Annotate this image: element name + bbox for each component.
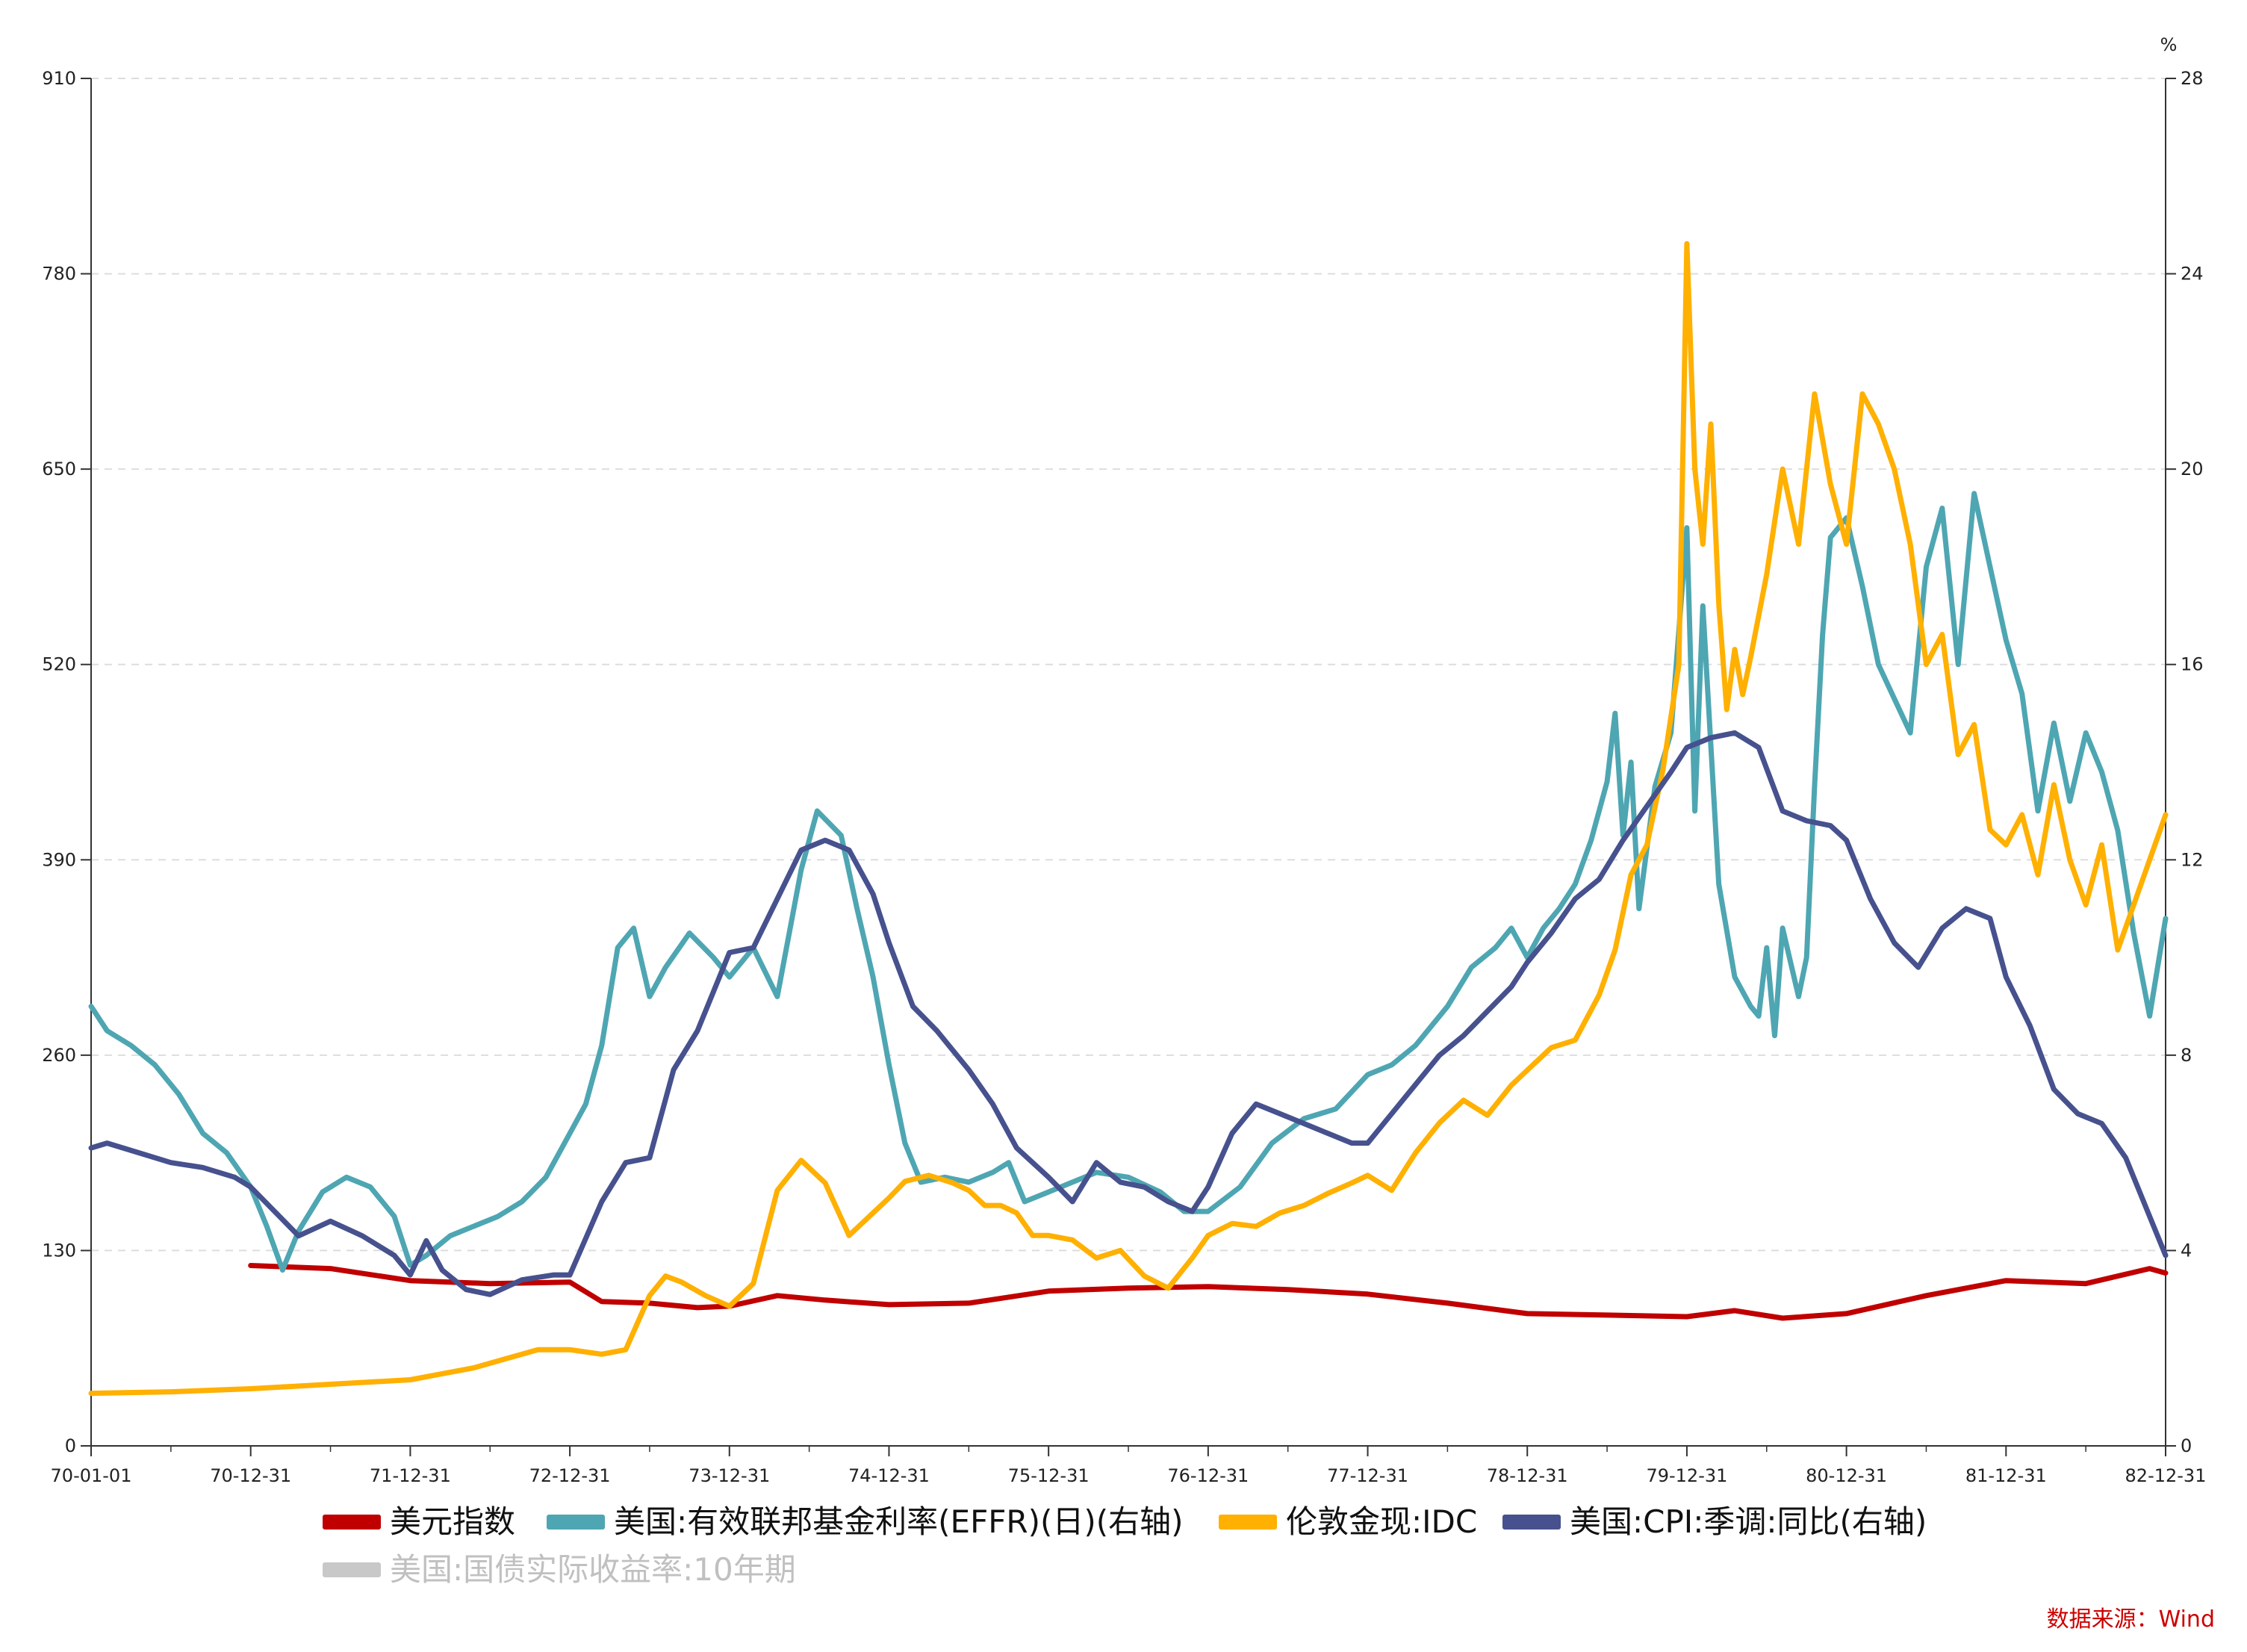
x-axis-tick-label: 78-12-31 [1487, 1465, 1568, 1486]
series-line-1 [88, 491, 2169, 1273]
legend-swatch [1219, 1515, 1277, 1530]
x-axis-tick-label: 73-12-31 [689, 1465, 770, 1486]
left-axis-tick-label: 130 [42, 1240, 76, 1261]
right-axis-tick-label: 24 [2181, 264, 2204, 285]
left-axis-tick-label: 780 [42, 264, 76, 285]
axes [81, 78, 2176, 1456]
right-axis-tick-label: 4 [2181, 1240, 2192, 1261]
right-axis-unit: % [2160, 34, 2178, 55]
x-axis-tick-label: 77-12-31 [1327, 1465, 1408, 1486]
right-axis-tick-label: 12 [2181, 849, 2204, 870]
series-line-2 [88, 240, 2169, 1397]
x-axis-tick-label: 76-12-31 [1167, 1465, 1249, 1486]
tick-labels: 910 780 650 520 390 260 130 0 28 24 20 16 12 8 4 0% 70-0… [42, 34, 2206, 1486]
x-axis-tick-label: 71-12-31 [370, 1465, 451, 1486]
legend-label: 美国:CPI:季调:同比(右轴) [1570, 1503, 1927, 1540]
right-axis-tick-label: 20 [2181, 459, 2204, 479]
x-axis-tick-label: 80-12-31 [1806, 1465, 1887, 1486]
data-source-note: 数据来源：Wind [2047, 1606, 2215, 1633]
right-axis-tick-label: 16 [2181, 654, 2204, 675]
x-axis-tick-label: 81-12-31 [1965, 1465, 2047, 1486]
legend-label: 美元指数 [390, 1503, 515, 1540]
left-axis-tick-label: 910 [42, 68, 76, 89]
x-axis-tick-label: 70-12-31 [210, 1465, 291, 1486]
x-axis-tick-label: 72-12-31 [529, 1465, 611, 1486]
legend-label: 美国:国债实际收益率:10年期 [390, 1551, 796, 1588]
right-axis-tick-label: 28 [2181, 68, 2204, 89]
legend-swatch [323, 1562, 381, 1577]
legend-label: 伦敦金现:IDC [1286, 1503, 1477, 1540]
x-axis-tick-label: 79-12-31 [1646, 1465, 1727, 1486]
series-line-3 [88, 730, 2169, 1297]
left-axis-tick-label: 260 [42, 1045, 76, 1066]
legend-swatch [323, 1515, 381, 1530]
left-axis-tick-label: 650 [42, 459, 76, 479]
left-axis-tick-label: 0 [65, 1435, 76, 1456]
grid-lines [91, 78, 2166, 1252]
legend-swatch [547, 1515, 605, 1530]
x-axis-tick-label: 74-12-31 [848, 1465, 930, 1486]
legend: 美元指数 美国:有效联邦基金利率(EFFR)(日)(右轴) 伦敦金现:IDC 美国:C… [323, 1503, 1927, 1588]
x-axis-tick-label: 75-12-31 [1008, 1465, 1090, 1486]
x-axis-tick-label: 70-01-01 [51, 1465, 132, 1486]
left-axis-tick-label: 390 [42, 849, 76, 870]
series-lines [88, 240, 2169, 1397]
left-axis-tick-label: 520 [42, 654, 76, 675]
right-axis-tick-label: 8 [2181, 1045, 2192, 1066]
right-axis-tick-label: 0 [2181, 1435, 2192, 1456]
x-axis-tick-label: 82-12-31 [2125, 1465, 2207, 1486]
series-line-0 [248, 1263, 2169, 1321]
legend-swatch [1502, 1515, 1561, 1530]
legend-label: 美国:有效联邦基金利率(EFFR)(日)(右轴) [614, 1503, 1184, 1540]
